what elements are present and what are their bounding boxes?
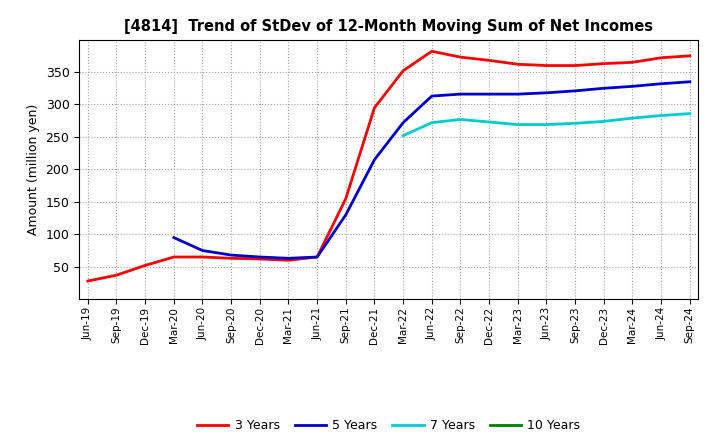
Y-axis label: Amount (million yen): Amount (million yen) (27, 104, 40, 235)
Title: [4814]  Trend of StDev of 12-Month Moving Sum of Net Incomes: [4814] Trend of StDev of 12-Month Moving… (125, 19, 653, 34)
Legend: 3 Years, 5 Years, 7 Years, 10 Years: 3 Years, 5 Years, 7 Years, 10 Years (192, 414, 585, 437)
